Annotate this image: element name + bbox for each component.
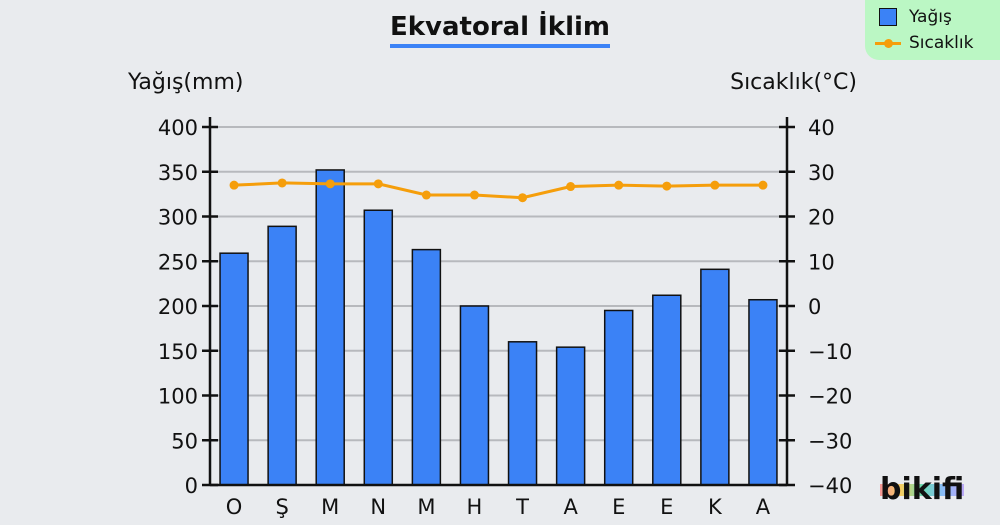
right-tick-label: −20 (808, 385, 852, 409)
temperature-point (758, 180, 768, 190)
legend-label-temperature: Sıcaklık (909, 33, 974, 53)
x-tick-label: N (370, 495, 386, 519)
temperature-point (325, 179, 335, 189)
temperature-point (566, 182, 576, 192)
x-tick-label: E (660, 495, 673, 519)
legend-label-rainfall: Yağış (909, 7, 952, 27)
rainfall-bar (363, 209, 394, 486)
temperature-point (614, 180, 624, 190)
legend-item-rainfall: Yağış (879, 6, 952, 28)
rainfall-bar (267, 225, 297, 486)
left-tick-label: 100 (158, 385, 198, 409)
rainfall-bar (700, 268, 730, 486)
x-tick-label: H (467, 495, 483, 519)
left-axis-title: Yağış(mm) (128, 70, 244, 95)
x-tick-label: M (417, 495, 435, 519)
right-tick-label: −10 (808, 340, 852, 364)
left-tick-label: 300 (158, 206, 198, 230)
right-tick-label: 0 (808, 295, 821, 319)
temperature-point (469, 190, 479, 200)
right-tick-label: 40 (808, 116, 835, 140)
rainfall-bar (411, 248, 442, 486)
rainfall-bar (219, 252, 249, 486)
left-tick-label: 350 (158, 161, 198, 185)
x-tick-label: M (321, 495, 339, 519)
x-tick-label: E (612, 495, 625, 519)
temperature-point (421, 190, 431, 200)
legend-item-temperature: Sıcaklık (875, 32, 974, 54)
temperature-point (277, 178, 287, 188)
x-tick-label: O (226, 495, 243, 519)
x-tick-label: A (756, 495, 771, 519)
x-tick-label: Ş (275, 495, 288, 519)
chart-title: Ekvatoral İklim (0, 12, 1000, 48)
temperature-point (662, 181, 672, 191)
legend: Yağış Sıcaklık (865, 0, 1000, 60)
rainfall-bar (459, 305, 490, 486)
rainfall-bar (748, 298, 778, 486)
right-tick-label: −30 (808, 429, 852, 453)
rainfall-bar (507, 341, 538, 486)
temperature-point (373, 179, 383, 189)
temperature-line-icon (875, 34, 901, 52)
rainfall-bar (603, 309, 634, 486)
left-tick-label: 150 (158, 340, 198, 364)
right-axis-title: Sıcaklık(°C) (730, 70, 857, 95)
x-tick-label: K (708, 495, 723, 519)
x-tick-label: A (563, 495, 578, 519)
x-tick-label: T (515, 495, 529, 519)
right-tick-label: 10 (808, 250, 835, 274)
temperature-line (233, 181, 763, 200)
left-tick-label: 0 (185, 474, 198, 498)
left-tick-label: 200 (158, 295, 198, 319)
right-tick-label: 30 (808, 161, 835, 185)
rainfall-bar (315, 169, 345, 486)
left-tick-label: 400 (158, 116, 198, 140)
left-tick-label: 50 (171, 429, 198, 453)
temperature-point (229, 180, 239, 190)
right-tick-label: 20 (808, 206, 835, 230)
temperature-point (518, 193, 528, 203)
rainfall-swatch-icon (879, 8, 897, 26)
left-tick-label: 250 (158, 250, 198, 274)
rainfall-bar (555, 346, 586, 486)
right-tick-label: −40 (808, 474, 852, 498)
temperature-point (710, 180, 720, 190)
brand-logo: bikifi (880, 472, 965, 507)
rainfall-bar (652, 294, 682, 486)
